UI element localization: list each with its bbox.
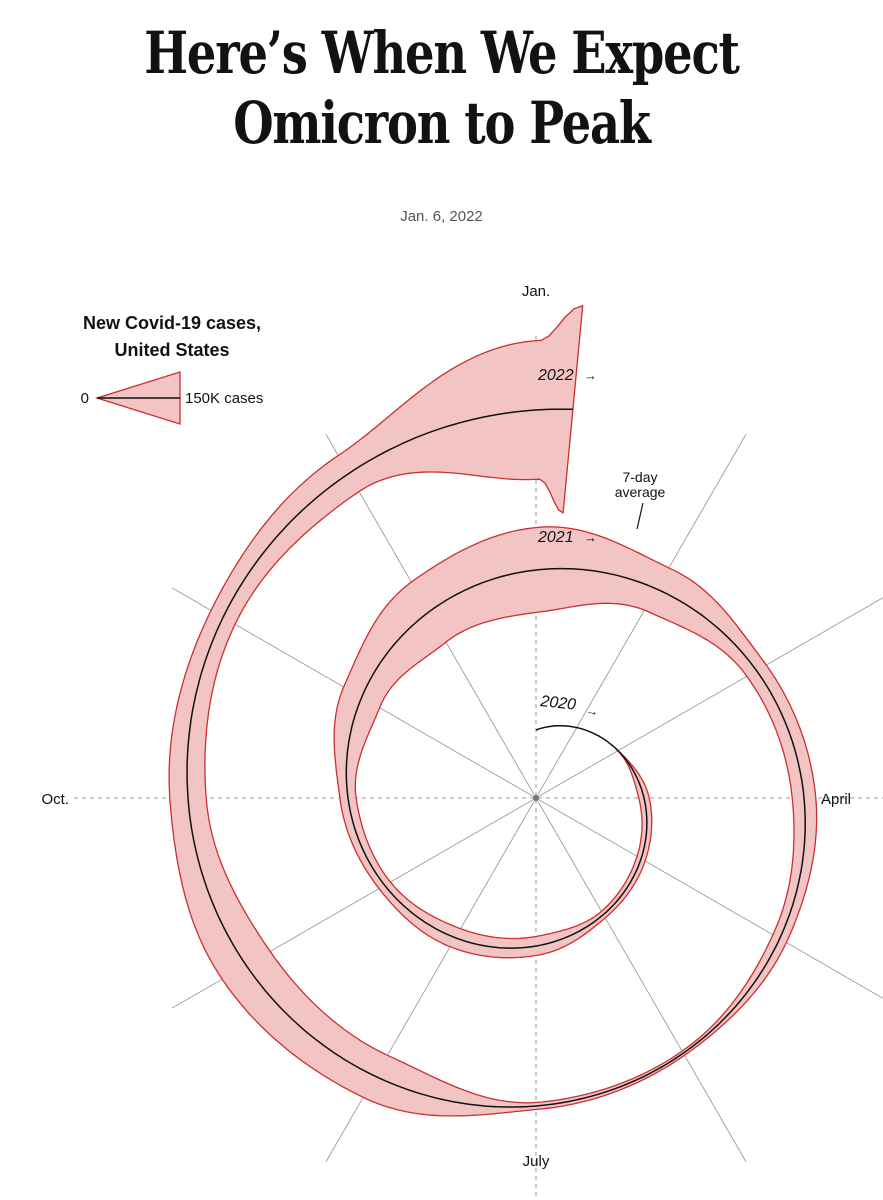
year-baselines — [186, 408, 806, 1108]
case-band — [168, 305, 818, 1117]
arrow-2021-icon: → — [584, 530, 597, 545]
case-bands — [168, 305, 818, 1117]
page-title: Here’s When We Expect Omicron to Peak — [144, 19, 740, 157]
arrow-2020-icon: → — [584, 702, 599, 719]
legend-title-line1: New Covid-19 cases, — [83, 313, 261, 333]
publish-date: Jan. 6, 2022 — [400, 208, 483, 225]
month-label-april: April — [821, 791, 851, 808]
year-label-2021: 2021 — [537, 529, 574, 546]
legend-max-label: 150K cases — [185, 390, 263, 407]
annotation-average: average — [615, 484, 666, 500]
year-label-2022: 2022 — [537, 367, 574, 384]
month-label-july: July — [523, 1153, 550, 1170]
center-point — [533, 795, 539, 801]
month-label-oct: Oct. — [41, 791, 69, 808]
baseline-spiral — [186, 408, 806, 1108]
annotation-7-day: 7-day — [622, 469, 657, 485]
year-label-2020: 2020 — [539, 693, 577, 714]
legend-title-line2: United States — [114, 340, 229, 360]
month-label-jan: Jan. — [522, 283, 550, 300]
arrow-2022-icon: → — [584, 368, 597, 383]
legend-zero-label: 0 — [81, 390, 89, 407]
annotation-leader — [636, 502, 644, 530]
